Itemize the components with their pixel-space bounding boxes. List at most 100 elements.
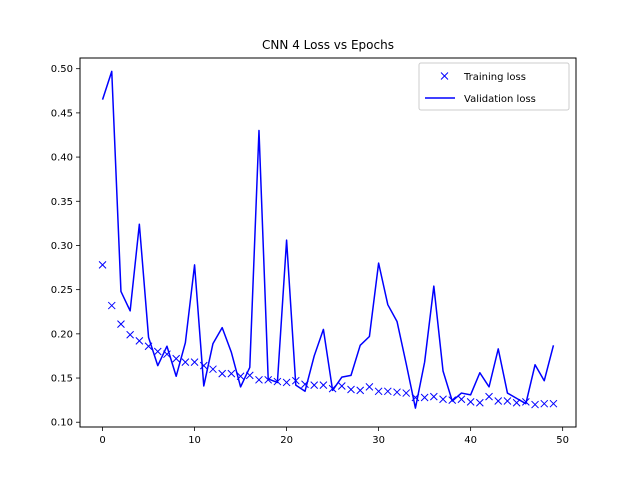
training-loss-point — [448, 396, 457, 404]
training-loss-point-stroke — [310, 381, 319, 389]
training-loss-point-stroke — [429, 392, 438, 401]
training-loss-point-stroke — [494, 397, 503, 405]
training-loss-point — [475, 398, 484, 407]
training-loss-point — [337, 382, 346, 390]
training-loss-point — [245, 371, 254, 380]
training-loss-point-stroke — [475, 398, 484, 407]
legend-label-training: Training loss — [463, 72, 526, 83]
training-loss-point — [117, 320, 125, 328]
training-loss-point-stroke — [337, 382, 346, 390]
training-loss-point — [356, 386, 365, 395]
training-loss-point — [531, 400, 539, 409]
training-loss-point — [163, 350, 171, 359]
training-loss-point-stroke — [328, 384, 337, 393]
training-loss-point-stroke — [199, 361, 208, 370]
training-loss-point — [181, 358, 190, 366]
training-loss-point-stroke — [163, 350, 171, 359]
plot-area — [98, 70, 558, 409]
y-tick-label: 0.15 — [51, 374, 73, 385]
training-loss-point-stroke — [153, 347, 162, 356]
training-loss-point — [218, 369, 227, 378]
training-loss-point-stroke — [135, 337, 144, 345]
training-loss-point-stroke — [172, 354, 181, 363]
training-loss-point — [291, 376, 300, 385]
training-loss-point-stroke — [521, 398, 530, 406]
legend-marker-training — [440, 72, 449, 80]
training-loss-point-stroke — [448, 396, 457, 404]
training-loss-point-stroke — [402, 389, 411, 397]
training-loss-point-stroke — [503, 397, 512, 405]
x-tick-label: 10 — [188, 435, 201, 446]
training-loss-point-stroke — [245, 371, 254, 380]
training-loss-point — [264, 375, 273, 384]
training-loss-point-stroke — [457, 395, 466, 404]
training-loss-point-stroke — [420, 393, 429, 402]
training-loss-point — [319, 381, 328, 389]
y-tick-label: 0.30 — [51, 241, 73, 252]
y-tick-label: 0.10 — [51, 418, 73, 429]
training-loss-point-stroke — [144, 342, 153, 351]
training-loss-point-stroke — [347, 385, 355, 394]
training-loss-point-stroke — [374, 387, 383, 396]
training-loss-point — [328, 384, 337, 393]
training-loss-point — [282, 378, 291, 387]
legend: Training loss Validation loss — [418, 62, 570, 111]
training-loss-point — [135, 337, 144, 345]
training-loss-point-stroke — [218, 369, 227, 378]
training-loss-point-stroke — [319, 381, 328, 389]
training-loss-point-stroke — [264, 375, 273, 384]
training-loss-point — [255, 375, 263, 384]
training-loss-point-stroke — [466, 398, 475, 406]
x-tick-label: 30 — [372, 435, 385, 446]
training-loss-point — [503, 397, 512, 405]
training-loss-point — [209, 365, 217, 374]
training-loss-point — [512, 398, 521, 407]
training-loss-point — [540, 399, 549, 408]
y-tick-label: 0.20 — [51, 329, 73, 340]
training-loss-point-stroke — [107, 301, 116, 310]
y-tick-label: 0.25 — [51, 285, 73, 296]
training-loss-point-stroke — [439, 395, 447, 404]
training-loss-point-stroke — [540, 399, 549, 408]
training-loss-point — [393, 388, 401, 397]
training-loss-point-stroke — [98, 261, 107, 269]
training-loss-point-stroke — [512, 398, 521, 407]
training-loss-point — [172, 354, 181, 363]
plot-frame — [79, 57, 577, 428]
training-loss-point-stroke — [383, 387, 392, 396]
training-loss-point — [521, 398, 530, 406]
training-loss-point — [383, 387, 392, 396]
x-tick-label: 50 — [556, 435, 569, 446]
training-loss-point-stroke — [282, 378, 291, 387]
y-tick-label: 0.40 — [51, 153, 73, 164]
training-loss-point-stroke — [236, 372, 245, 381]
training-loss-point — [494, 397, 503, 405]
training-loss-point — [126, 330, 135, 339]
training-loss-point-stroke — [291, 376, 300, 385]
training-loss-point — [466, 398, 475, 406]
training-loss-point — [227, 369, 236, 378]
y-tick-label: 0.50 — [51, 64, 73, 75]
training-loss-point-stroke — [181, 358, 190, 366]
training-loss-point — [273, 377, 282, 386]
training-loss-point-stroke — [273, 377, 282, 386]
training-loss-point-stroke — [549, 399, 558, 408]
x-tick-label: 20 — [280, 435, 293, 446]
training-loss-point — [549, 399, 558, 408]
training-loss-point-stroke — [411, 393, 420, 402]
training-loss-point — [107, 301, 116, 310]
axes: 0 10 20 30 40 50 0.10 0.15 0.20 0.25 0.30 0.35 0.40 0… — [51, 57, 577, 446]
training-loss-point — [310, 381, 319, 389]
training-loss-point-stroke — [126, 330, 135, 339]
legend-label-validation: Validation loss — [464, 94, 536, 105]
training-loss-point — [365, 383, 374, 391]
training-loss-point — [439, 395, 447, 404]
training-loss-point — [236, 372, 245, 381]
training-loss-point-stroke — [227, 369, 236, 378]
validation-loss-line — [101, 70, 555, 409]
training-loss-point — [199, 361, 208, 370]
training-loss-point — [153, 347, 162, 356]
training-loss-point — [374, 387, 383, 396]
training-loss-point — [98, 261, 107, 269]
